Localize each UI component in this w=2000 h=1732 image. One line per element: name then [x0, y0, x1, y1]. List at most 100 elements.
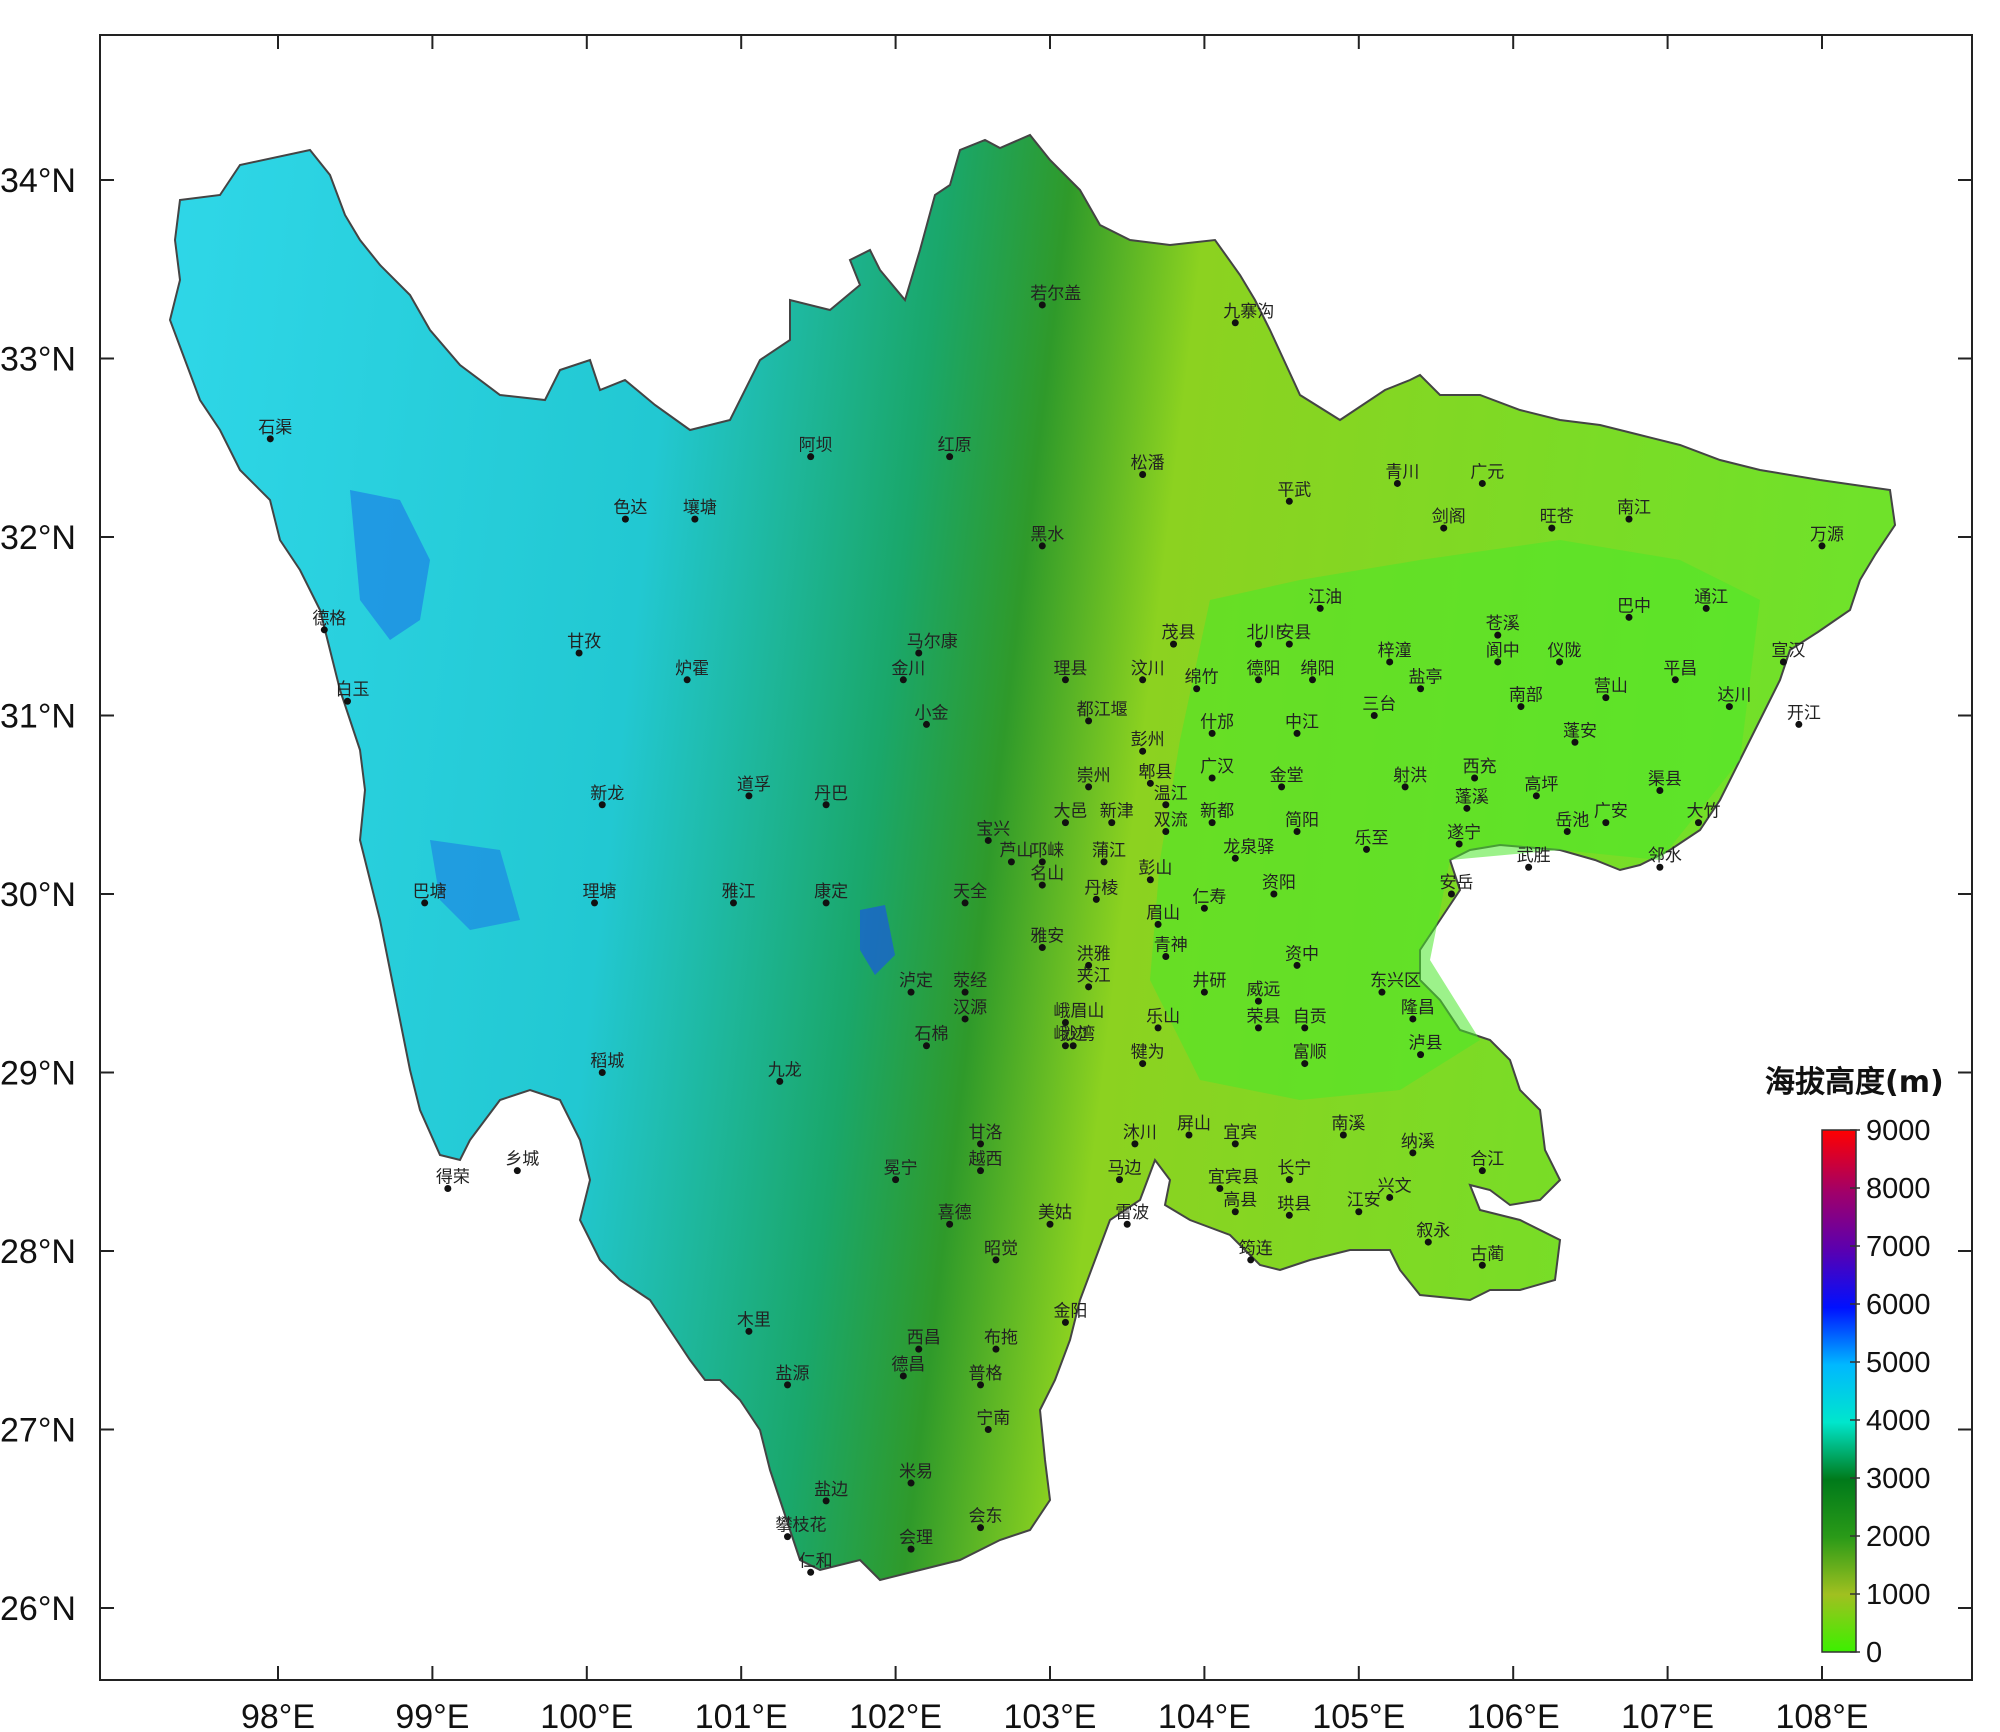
city-marker — [899, 1372, 907, 1380]
city-label: 兴文 — [1378, 1176, 1412, 1196]
city-marker — [899, 676, 907, 684]
city-label: 资中 — [1285, 944, 1319, 964]
city-marker — [1200, 988, 1208, 996]
city-marker — [1571, 738, 1579, 746]
city-marker — [1417, 1051, 1425, 1059]
city-label: 稻城 — [590, 1052, 624, 1072]
city-marker — [1293, 729, 1301, 737]
city-label: 渠县 — [1648, 769, 1682, 789]
city-marker — [1154, 1024, 1162, 1032]
city-marker — [1293, 828, 1301, 836]
city-marker — [922, 1042, 930, 1050]
city-label: 峨眉山 — [1053, 1002, 1104, 1022]
city-marker — [992, 1345, 1000, 1353]
city-marker — [1046, 1220, 1054, 1228]
city-label: 三台 — [1362, 695, 1396, 715]
city-label: 金川 — [891, 659, 925, 679]
city-marker — [1625, 515, 1633, 523]
city-marker — [1139, 1060, 1147, 1068]
city-label: 资阳 — [1262, 873, 1296, 893]
city-marker — [621, 515, 629, 523]
city-label: 高县 — [1223, 1191, 1257, 1211]
city-marker — [1254, 997, 1262, 1005]
legend-tick-label: 0 — [1866, 1637, 1882, 1669]
city-marker — [1270, 890, 1278, 898]
legend-tick-label: 5000 — [1866, 1347, 1931, 1379]
city-marker — [1494, 658, 1502, 666]
city-marker — [1185, 1131, 1193, 1139]
high-altitude-zone — [430, 840, 520, 930]
city-marker — [1694, 819, 1702, 827]
city-marker — [1216, 1185, 1224, 1193]
city-label: 丹巴 — [814, 784, 848, 804]
city-label: 邛崃 — [1030, 841, 1064, 861]
city-label: 夹江 — [1077, 966, 1111, 986]
city-marker — [1424, 1238, 1432, 1246]
city-marker — [444, 1185, 452, 1193]
city-marker — [1085, 717, 1093, 725]
city-marker — [1656, 786, 1664, 794]
city-marker — [915, 1345, 923, 1353]
city-marker — [961, 1015, 969, 1023]
city-marker — [1100, 858, 1108, 866]
city-label: 岳池 — [1555, 811, 1589, 831]
city-label: 德阳 — [1246, 659, 1280, 679]
city-label: 威远 — [1246, 980, 1280, 1000]
city-marker — [1208, 729, 1216, 737]
city-label: 泸定 — [899, 971, 933, 991]
city-label: 南溪 — [1331, 1114, 1365, 1134]
city-label: 石棉 — [914, 1025, 948, 1045]
city-label: 宁南 — [976, 1409, 1010, 1429]
city-label: 温江 — [1154, 784, 1188, 804]
city-marker — [1301, 1060, 1309, 1068]
city-label: 米易 — [899, 1462, 933, 1482]
city-marker — [1200, 904, 1208, 912]
city-label: 简阳 — [1285, 811, 1319, 831]
longitude-label: 107°E — [1621, 1698, 1714, 1732]
city-label: 九龙 — [768, 1060, 802, 1080]
city-label: 汶川 — [1131, 659, 1165, 679]
city-label: 木里 — [737, 1310, 771, 1330]
city-marker — [1278, 783, 1286, 791]
city-marker — [1779, 658, 1787, 666]
city-label: 达川 — [1717, 686, 1751, 706]
city-marker — [1417, 685, 1425, 693]
city-label: 江油 — [1308, 587, 1342, 607]
city-label: 若尔盖 — [1030, 284, 1081, 304]
city-label: 青神 — [1154, 935, 1188, 955]
legend-tick-label: 9000 — [1866, 1115, 1931, 1147]
city-label: 遂宁 — [1447, 823, 1481, 843]
city-marker — [1038, 944, 1046, 952]
longitude-label: 102°E — [849, 1698, 942, 1732]
city-label: 马边 — [1107, 1159, 1141, 1179]
city-label: 井研 — [1192, 971, 1226, 991]
latitude-label: 32°N — [0, 519, 76, 557]
city-label: 丹棱 — [1084, 878, 1118, 898]
city-marker — [1316, 604, 1324, 612]
city-marker — [1131, 1140, 1139, 1148]
city-marker — [1308, 676, 1316, 684]
city-label: 新津 — [1100, 802, 1134, 822]
city-label: 小金 — [914, 703, 948, 723]
city-marker — [1115, 1176, 1123, 1184]
city-label: 犍为 — [1131, 1043, 1165, 1063]
city-label: 南部 — [1509, 686, 1543, 706]
city-marker — [1038, 542, 1046, 550]
city-marker — [1795, 720, 1803, 728]
city-marker — [1556, 658, 1564, 666]
city-marker — [745, 792, 753, 800]
city-label: 宝兴 — [976, 819, 1010, 839]
city-marker — [1254, 676, 1262, 684]
city-label: 郫县 — [1138, 762, 1172, 782]
city-marker — [1478, 479, 1486, 487]
city-marker — [1301, 1024, 1309, 1032]
city-label: 甘洛 — [969, 1123, 1003, 1143]
city-marker — [1602, 819, 1610, 827]
city-marker — [822, 1497, 830, 1505]
city-marker — [961, 899, 969, 907]
longitude-label: 103°E — [1003, 1698, 1096, 1732]
city-label: 攀枝花 — [776, 1516, 827, 1536]
city-marker — [922, 720, 930, 728]
latitude-label: 27°N — [0, 1412, 76, 1450]
city-marker — [907, 988, 915, 996]
